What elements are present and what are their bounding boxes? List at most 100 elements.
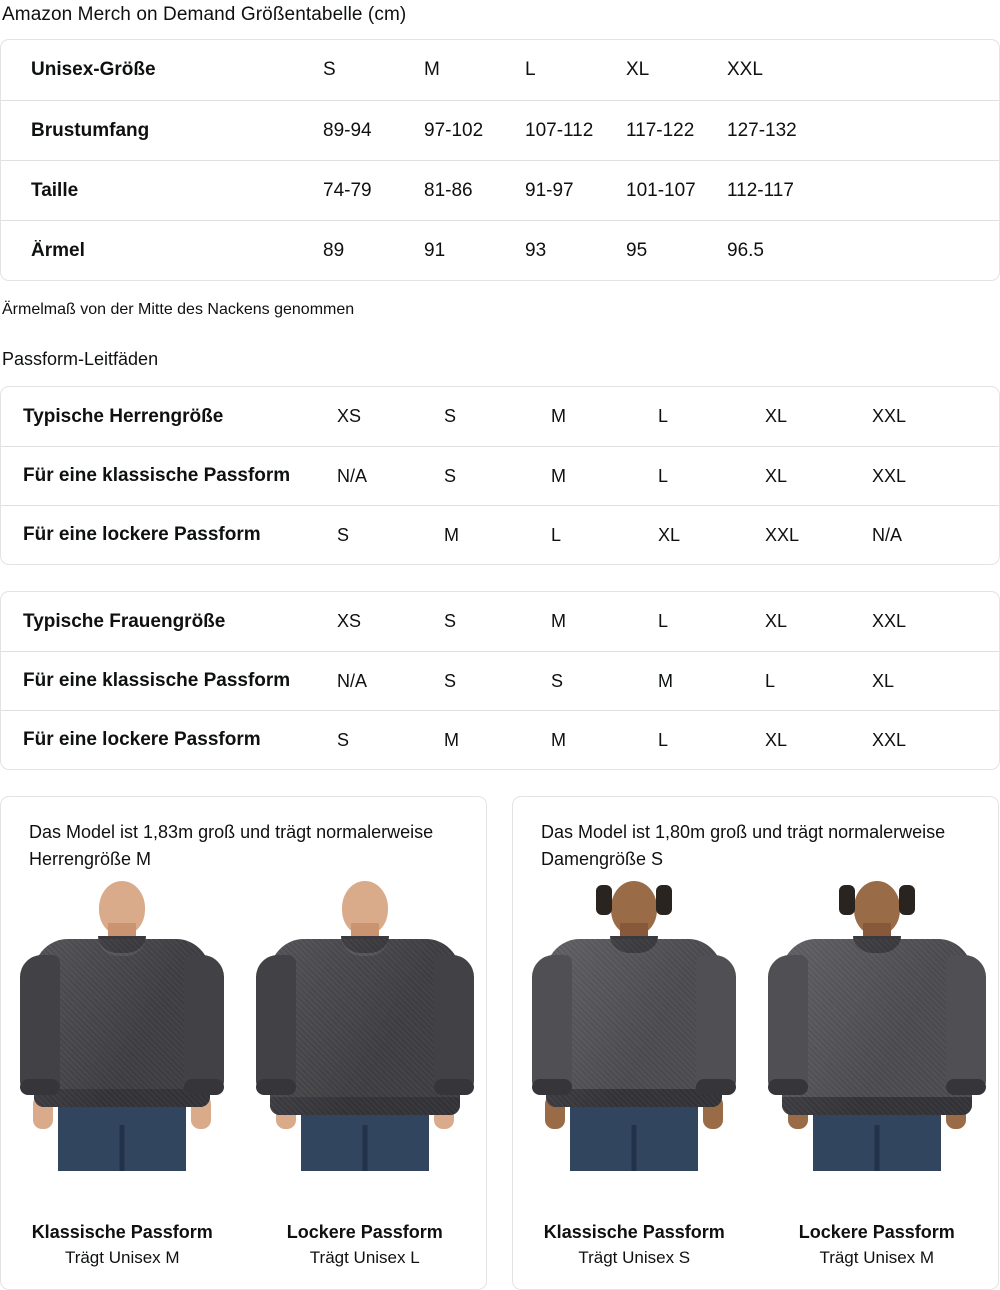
- jeans: [570, 1097, 699, 1171]
- men-loose-3: L: [551, 524, 562, 545]
- fit-guide-men-table: Typische Herrengröße XS S M L XL XXL Für…: [0, 386, 1000, 565]
- caption-title: Lockere Passform: [286, 1222, 443, 1242]
- women-classic-4: M: [658, 670, 673, 691]
- fit-guides-heading: Passform-Leitfäden: [2, 349, 159, 369]
- fabric-texture: [781, 939, 972, 1115]
- women-classic-3: S: [551, 670, 564, 691]
- caption-women-loose: Lockere Passform Trägt Unisex M: [756, 1219, 999, 1271]
- sleeve-measurement-note: Ärmelmaß von der Mitte des Nackens genom…: [2, 301, 355, 318]
- table-row: Für eine lockere Passform S M L XL XXL N…: [1, 505, 999, 564]
- table-header-row: Unisex-Größe S M L XL XXL: [1, 40, 999, 100]
- sleeve-left: [532, 955, 573, 1095]
- caption-women-classic: Klassische Passform Trägt Unisex S: [513, 1219, 756, 1271]
- men-classic-6: XXL: [872, 465, 907, 486]
- cuff-right: [184, 1079, 225, 1095]
- sleeve-xl: 95: [626, 239, 648, 261]
- table-row: Für eine lockere Passform S M M L XL XXL: [1, 710, 999, 769]
- table-row: Brustumfang 89-94 97-102 107-112 117-122…: [1, 100, 999, 160]
- table-row: Ärmel 89 91 93 95 96.5: [1, 220, 999, 280]
- row-label-typical-women-size: Typische Frauengröße: [23, 610, 226, 632]
- row-label-waist: Taille: [31, 179, 79, 201]
- collar: [98, 936, 147, 956]
- men-typical-4: L: [658, 406, 669, 426]
- table-row: Für eine klassische Passform N/A S S M L…: [1, 651, 999, 710]
- sweatshirt-loose-fit: [767, 936, 986, 1115]
- caption-men-classic: Klassische Passform Trägt Unisex M: [1, 1219, 244, 1271]
- hair-left: [596, 885, 613, 915]
- women-typical-4: L: [658, 611, 669, 631]
- caption-wears: Trägt Unisex M: [64, 1248, 180, 1267]
- waist-xxl: 112-117: [727, 179, 794, 201]
- collar: [610, 936, 659, 956]
- chest-s: 89-94: [323, 119, 372, 141]
- cuff-left: [532, 1079, 573, 1095]
- sleeve-xxl: 96.5: [727, 239, 764, 261]
- size-header-xl: XL: [626, 59, 650, 80]
- sleeve-left: [20, 955, 61, 1095]
- jeans: [58, 1097, 187, 1171]
- hem: [34, 1089, 211, 1107]
- sleeve-right: [433, 955, 474, 1095]
- sleeve-l: 93: [525, 239, 547, 261]
- hair-right: [656, 885, 673, 915]
- caption-title: Klassische Passform: [31, 1222, 213, 1242]
- caption-men-loose: Lockere Passform Trägt Unisex L: [244, 1219, 487, 1271]
- collar: [852, 936, 901, 956]
- men-classic-1: N/A: [337, 465, 368, 486]
- caption-wears: Trägt Unisex S: [578, 1248, 691, 1267]
- model-card-men-description: Das Model ist 1,83m groß und trägt norma…: [29, 822, 434, 869]
- women-classic-5: L: [765, 670, 776, 691]
- model-card-men: Das Model ist 1,83m groß und trägt norma…: [0, 796, 487, 1290]
- men-typical-3: M: [551, 406, 566, 426]
- model-cards-row: Das Model ist 1,83m groß und trägt norma…: [0, 796, 1000, 1290]
- men-classic-3: M: [551, 465, 566, 486]
- hair-right: [898, 885, 915, 915]
- model-card-women-captions: Klassische Passform Trägt Unisex S Locke…: [513, 1219, 998, 1271]
- women-classic-6: XL: [872, 670, 895, 691]
- sleeve-m: 91: [424, 239, 446, 261]
- hem: [546, 1089, 723, 1107]
- model-photo-men-loose: [244, 881, 487, 1171]
- women-loose-3: M: [551, 729, 566, 750]
- sweatshirt-loose-fit: [255, 936, 474, 1115]
- chest-l: 107-112: [525, 119, 594, 141]
- cuff-left: [255, 1079, 296, 1095]
- size-header-xxl: XXL: [727, 59, 763, 80]
- women-typical-1: XS: [337, 611, 362, 631]
- hem: [269, 1097, 460, 1115]
- sleeve-right: [184, 955, 225, 1095]
- caption-title: Lockere Passform: [798, 1222, 955, 1242]
- waist-m: 81-86: [424, 179, 473, 201]
- waist-xl: 101-107: [626, 179, 696, 201]
- men-loose-5: XXL: [765, 524, 800, 545]
- table-row: Taille 74-79 81-86 91-97 101-107 112-117: [1, 160, 999, 220]
- model-photo-women-classic: [513, 881, 756, 1171]
- model-card-men-captions: Klassische Passform Trägt Unisex M Locke…: [1, 1219, 486, 1271]
- sweatshirt-classic-fit: [20, 936, 225, 1107]
- row-label-men-loose-fit: Für eine lockere Passform: [23, 524, 261, 545]
- women-loose-6: XXL: [872, 729, 907, 750]
- men-typical-5: XL: [765, 406, 788, 426]
- caption-wears: Trägt Unisex L: [309, 1248, 420, 1267]
- cuff-left: [767, 1079, 808, 1095]
- hair-left: [838, 885, 855, 915]
- sleeve-left: [767, 955, 808, 1095]
- waist-s: 74-79: [323, 179, 372, 201]
- men-loose-1: S: [337, 524, 350, 545]
- table-row: Typische Frauengröße XS S M L XL XXL: [1, 592, 999, 651]
- row-label-sleeve: Ärmel: [31, 239, 85, 261]
- waist-l: 91-97: [525, 179, 574, 201]
- men-loose-2: M: [444, 524, 459, 545]
- men-classic-2: S: [444, 465, 457, 486]
- men-typical-2: S: [444, 406, 457, 426]
- women-typical-5: XL: [765, 611, 788, 631]
- row-label-typical-men-size: Typische Herrengröße: [23, 405, 224, 427]
- women-loose-2: M: [444, 729, 459, 750]
- women-classic-1: N/A: [337, 670, 368, 691]
- collar: [340, 936, 389, 956]
- sleeve-right: [696, 955, 737, 1095]
- sleeve-right: [945, 955, 986, 1095]
- caption-title: Klassische Passform: [543, 1222, 725, 1242]
- cuff-right: [696, 1079, 737, 1095]
- women-typical-3: M: [551, 611, 566, 631]
